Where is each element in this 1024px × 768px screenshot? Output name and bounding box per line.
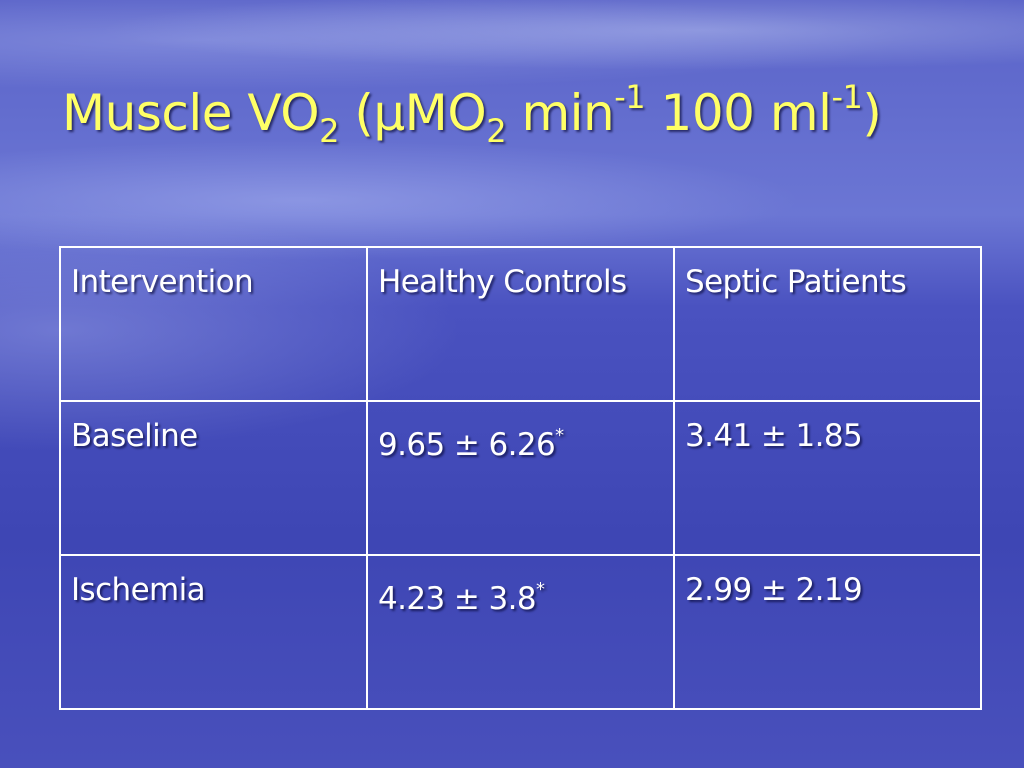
cell-text: 3.41 ± 1.85 [685,418,863,454]
cell-content: Intervention [61,248,366,306]
cell-text: 2.99 ± 2.19 [685,572,863,608]
table-row: Ischemia 4.23 ± 3.8* 2.99 ± 2.19 [59,554,982,710]
title-part: 100 ml [645,84,832,142]
title-part: Muscle VO [62,84,320,142]
cell-content: 9.65 ± 6.26* [368,402,673,469]
cell-content: 2.99 ± 2.19 [675,556,980,614]
table-cell: Baseline [59,400,368,556]
title-part: (μMO [338,84,487,142]
title-part: min [506,84,615,142]
cell-text: Septic Patients [685,264,907,300]
table-cell: 4.23 ± 3.8* [366,554,675,710]
table-cell: Septic Patients [673,246,982,402]
cell-content: Healthy Controls [368,248,673,306]
title-part: -1 [831,78,863,116]
title-part: ) [862,84,882,142]
cell-text: Healthy Controls [378,264,627,300]
cell-content: Baseline [61,402,366,460]
cell-content: Ischemia [61,556,366,614]
cell-text: Intervention [71,264,254,300]
table-row: Baseline 9.65 ± 6.26* 3.41 ± 1.85 [59,400,982,556]
title-part: 2 [486,112,507,150]
cell-content: Septic Patients [675,248,980,306]
table-cell: Healthy Controls [366,246,675,402]
table-cell: 9.65 ± 6.26* [366,400,675,556]
table-cell: 3.41 ± 1.85 [673,400,982,556]
title-part: -1 [614,78,646,116]
cell-text: 4.23 ± 3.8 [378,581,537,617]
cell-note: * [555,425,564,446]
cell-note: * [536,579,545,600]
table-cell: Ischemia [59,554,368,710]
cell-text: 9.65 ± 6.26 [378,427,556,463]
cell-content: 4.23 ± 3.8* [368,556,673,623]
cell-text: Baseline [71,418,198,454]
cell-content: 3.41 ± 1.85 [675,402,980,460]
slide-title: Muscle VO2 (μMO2 min-1 100 ml-1) [62,78,882,150]
cell-text: Ischemia [71,572,206,608]
table-cell: 2.99 ± 2.19 [673,554,982,710]
table-cell: Intervention [59,246,368,402]
title-part: 2 [319,112,339,150]
table-row: Intervention Healthy Controls Septic Patie… [59,246,982,402]
data-table: Intervention Healthy Controls Septic Patie… [59,246,982,710]
